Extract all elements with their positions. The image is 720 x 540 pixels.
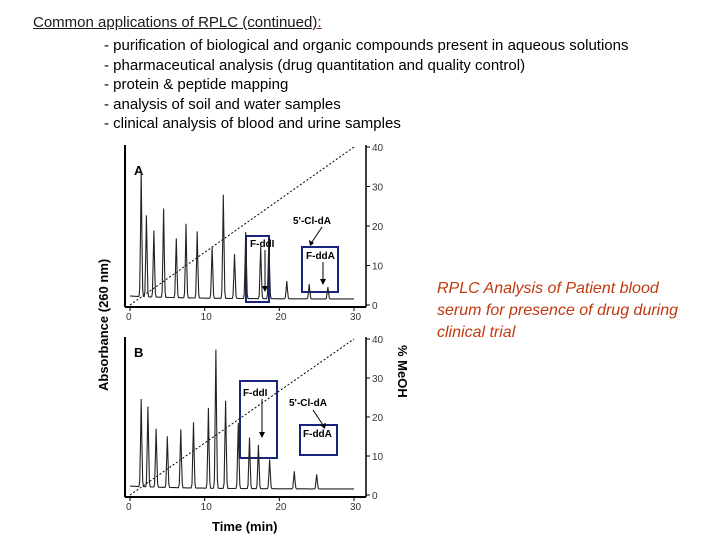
y-axis-label-right: % MeOH bbox=[395, 345, 410, 398]
f-dda-box bbox=[301, 246, 339, 293]
x-tick-label: 30 bbox=[350, 312, 362, 323]
x-tick-label: 10 bbox=[201, 312, 213, 323]
y-tick-label: 40 bbox=[372, 143, 384, 154]
annotation-label: F-ddA bbox=[303, 429, 332, 440]
annotation-label: 5'-Cl-dA bbox=[289, 398, 327, 409]
list-item: - protein & peptide mapping bbox=[104, 76, 289, 93]
y-tick-label: 0 bbox=[372, 301, 378, 312]
title-prefix: Common applications of bbox=[33, 14, 199, 31]
y-axis-label-left: Absorbance (260 nm) bbox=[96, 259, 111, 391]
panel-a-label: A bbox=[134, 163, 144, 178]
panel-b-label: B bbox=[134, 345, 143, 360]
x-tick-label: 10 bbox=[201, 502, 213, 513]
x-axis-label: Time (min) bbox=[212, 519, 278, 534]
y-tick-label: 30 bbox=[372, 374, 384, 385]
axis-ticks: 0 10 20 30 0 10 20 30 40 0 10 20 30 0 10 20 30 40 bbox=[126, 143, 384, 513]
x-tick-label: 20 bbox=[275, 502, 287, 513]
applications-list: - purification of biological and organic… bbox=[104, 36, 629, 134]
panel-b: B F-ddI 5'-Cl-dA F-ddA bbox=[124, 337, 367, 498]
list-item: - clinical analysis of blood and urine s… bbox=[104, 115, 401, 132]
list-item: - purification of biological and organic… bbox=[104, 37, 629, 54]
y-tick-label: 20 bbox=[372, 413, 384, 424]
chromatogram-traces bbox=[129, 146, 355, 496]
title-suffix: (continued) bbox=[238, 14, 318, 31]
chromatogram-trace bbox=[130, 349, 354, 490]
annotation-label: 5'-Cl-dA bbox=[293, 216, 331, 227]
list-item: - analysis of soil and water samples bbox=[104, 95, 341, 113]
f-ddi-box bbox=[245, 235, 270, 303]
x-tick-label: 20 bbox=[275, 312, 287, 323]
figure-caption: RPLC Analysis of Patient blood serum for… bbox=[437, 280, 679, 341]
title-term: RPLC bbox=[198, 14, 239, 31]
gradient-line bbox=[129, 338, 355, 496]
y-tick-label: 40 bbox=[372, 335, 384, 346]
y-tick-label: 30 bbox=[372, 183, 384, 194]
x-tick-label: 0 bbox=[126, 312, 132, 323]
annotation-label: F-ddI bbox=[243, 388, 268, 399]
annotation-label: F-ddI bbox=[250, 239, 275, 250]
gradient-line bbox=[129, 146, 355, 306]
y-tick-label: 10 bbox=[372, 262, 384, 273]
x-tick-label: 0 bbox=[126, 502, 132, 513]
y-tick-label: 20 bbox=[372, 222, 384, 233]
y-tick-label: 0 bbox=[372, 491, 378, 502]
slide-title: Common applications of RPLC (continued): bbox=[33, 14, 322, 32]
annotation-label: F-ddA bbox=[306, 251, 335, 262]
y-tick-label: 10 bbox=[372, 452, 384, 463]
list-item: - pharmaceutical analysis (drug quantita… bbox=[104, 56, 526, 74]
x-tick-label: 30 bbox=[350, 502, 362, 513]
title-colon: : bbox=[317, 14, 322, 31]
chromatogram-trace bbox=[129, 170, 354, 300]
f-dda-box bbox=[299, 424, 338, 456]
panel-a: A F-ddI 5'-Cl-dA F-ddA bbox=[124, 145, 367, 308]
